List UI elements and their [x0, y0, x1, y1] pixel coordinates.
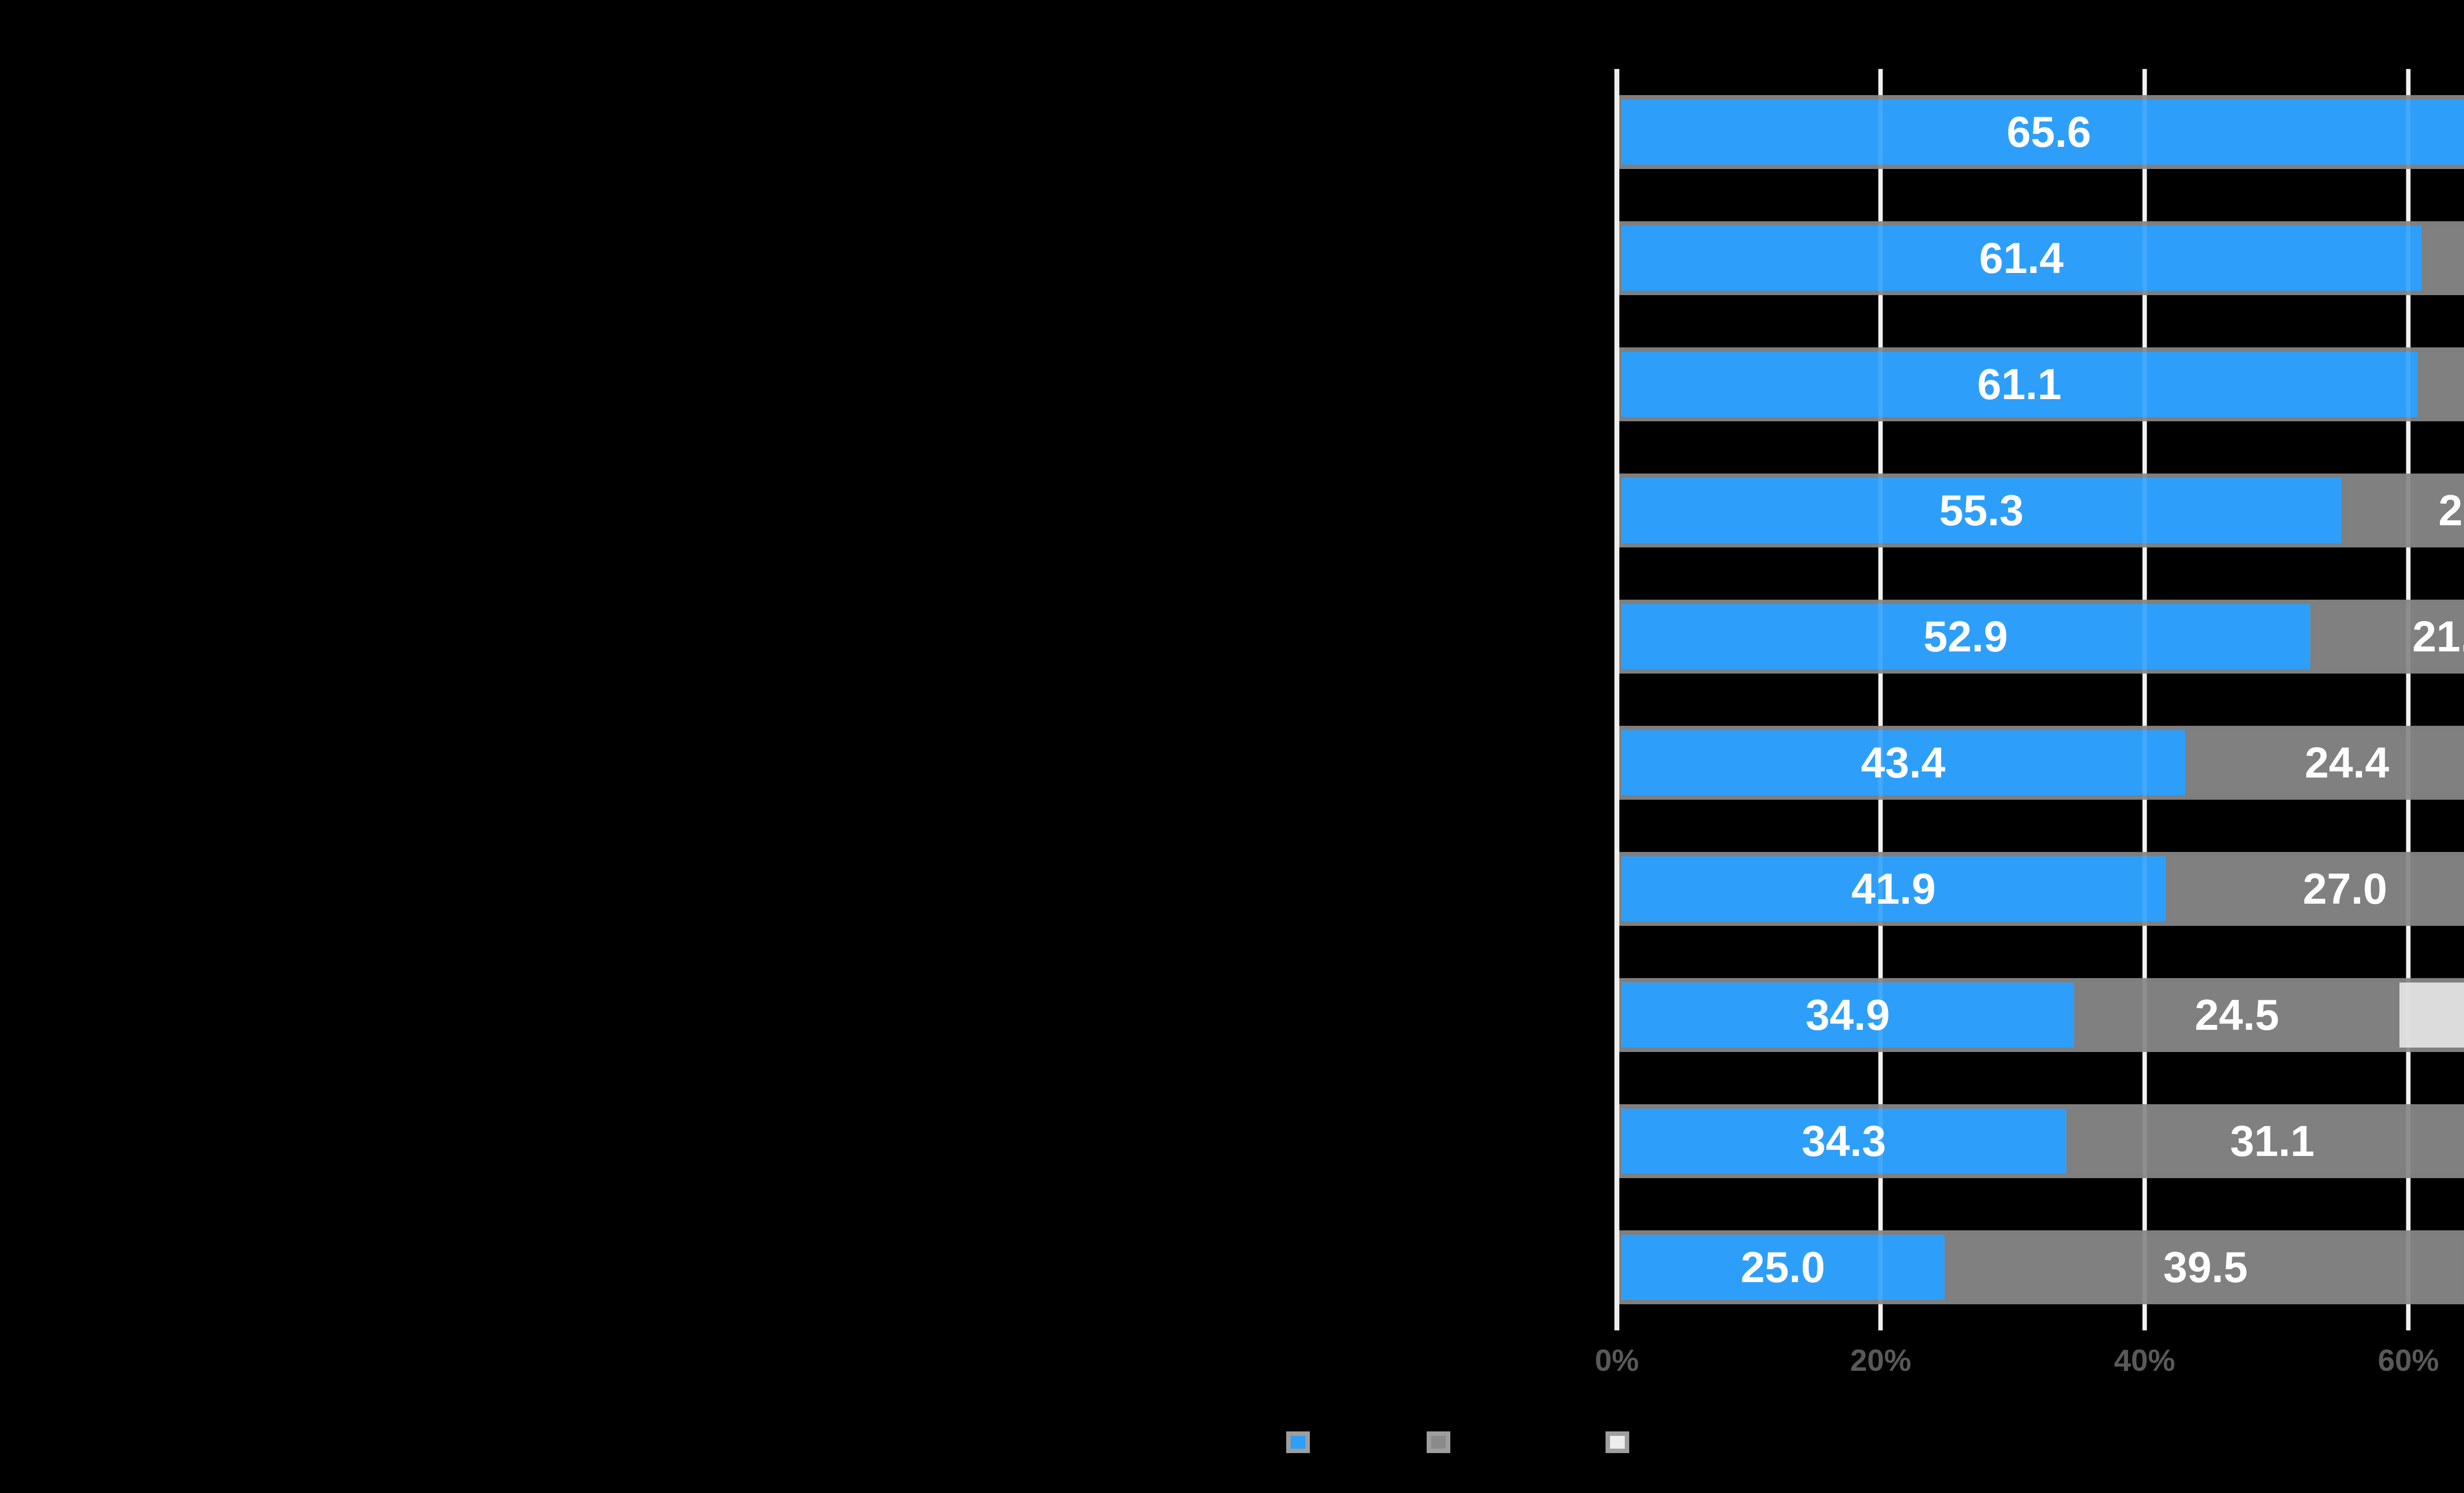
- bar-segment-1: 31.1: [2071, 1109, 2464, 1174]
- bar-segment-1: 12.9: [2426, 226, 2464, 291]
- bar-segment-0: 34.9: [1621, 983, 2079, 1048]
- stacked-bar: 61.412.925.7: [1617, 221, 2464, 295]
- stacked-bar: 52.921.725.4: [1617, 600, 2464, 674]
- value-label: 55.3: [1939, 486, 2024, 535]
- value-label: 41.9: [1851, 864, 1936, 913]
- x-axis-tick-label: 60%: [2378, 1344, 2439, 1378]
- bar-segment-0: 41.9: [1621, 856, 2171, 921]
- value-label: 31.1: [2230, 1117, 2315, 1165]
- bar-segment-0: 25.0: [1621, 1235, 1949, 1300]
- bar-segment-0: 34.3: [1621, 1109, 2071, 1174]
- bar-segment-0: 52.9: [1621, 604, 2315, 669]
- x-axis-tick-label: 40%: [2114, 1344, 2175, 1378]
- value-label: 61.1: [1977, 360, 2062, 408]
- stacked-bar: 55.320.923.8: [1617, 474, 2464, 547]
- value-label: 65.6: [2007, 107, 2091, 156]
- value-label: 52.9: [1923, 612, 2008, 661]
- bar-row: 55.320.923.8: [1617, 447, 2464, 574]
- bar-rows: 65.612.422.061.412.925.761.116.422.555.3…: [1617, 69, 2464, 1330]
- bar-segment-2: 40.6: [2399, 983, 2464, 1048]
- bar-row: 65.612.422.0: [1617, 69, 2464, 195]
- bar-row: 61.116.422.5: [1617, 321, 2464, 447]
- stacked-bar: 34.9 24.5 40.6: [1617, 978, 2464, 1052]
- bar-segment-1: 24.5: [2078, 983, 2400, 1048]
- gridline: [1878, 69, 1883, 1330]
- value-label: 20.9: [2438, 486, 2464, 535]
- y-axis-line: [1614, 69, 1619, 1330]
- value-label: 43.4: [1861, 738, 1946, 787]
- value-label: 61.4: [1979, 234, 2064, 282]
- bar-row: 61.412.925.7: [1617, 195, 2464, 321]
- value-label: 21.7: [2412, 612, 2464, 661]
- bar-segment-1: 20.9: [2346, 478, 2464, 543]
- bar-row: 34.331.134.6: [1617, 1078, 2464, 1204]
- bar-segment-1: 16.4: [2422, 352, 2464, 417]
- value-label: 25.0: [1741, 1243, 1825, 1291]
- bar-segment-1: 27.0: [2170, 856, 2464, 921]
- stacked-bar: 25.039.535.5: [1617, 1230, 2464, 1304]
- bar-segment-1: 21.7: [2314, 604, 2464, 669]
- bar-row: 34.9 24.5 40.6: [1617, 952, 2464, 1078]
- x-axis-tick-labels: 0%20%40%60%80%100%: [1595, 1343, 2464, 1383]
- bar-segment-0: 55.3: [1621, 478, 2346, 543]
- bar-segment-0: 61.1: [1621, 352, 2422, 417]
- value-label: 34.9: [1805, 990, 1890, 1039]
- gridlines-behind: [1617, 69, 2464, 1330]
- value-label: 27.0: [2302, 864, 2388, 913]
- stacked-bar: 34.331.134.6: [1617, 1104, 2464, 1178]
- bar-segment-0: 65.6: [1621, 100, 2464, 165]
- value-label: 39.5: [2163, 1243, 2248, 1291]
- legend-swatch-0: [1286, 1431, 1310, 1453]
- bar-row: 25.039.535.5: [1617, 1204, 2464, 1330]
- legend-swatch-1: [1427, 1431, 1450, 1453]
- stacked-bar: 41.927.031.1: [1617, 852, 2464, 926]
- stacked-bar: 65.612.422.0: [1617, 95, 2464, 169]
- bar-segment-1: 39.5: [1949, 1235, 2464, 1300]
- value-label: 34.3: [1801, 1117, 1886, 1165]
- x-axis-tick-label: 0%: [1595, 1344, 1639, 1378]
- gridline: [2406, 69, 2411, 1330]
- bar-row: 43.424.432.3: [1617, 700, 2464, 826]
- value-label: 24.5: [2194, 990, 2279, 1039]
- bar-segment-0: 43.4: [1621, 730, 2190, 795]
- bar-segment-1: 24.4: [2189, 730, 2464, 795]
- plot-area: 65.612.422.061.412.925.761.116.422.555.3…: [1614, 69, 2464, 1330]
- legend-swatch-2: [1606, 1431, 1629, 1453]
- bar-row: 41.927.031.1: [1617, 826, 2464, 952]
- bar-row: 52.921.725.4: [1617, 574, 2464, 700]
- x-axis-tick-label: 20%: [1850, 1344, 1912, 1378]
- stacked-bar: 43.424.432.3: [1617, 726, 2464, 800]
- stacked-bar: 61.116.422.5: [1617, 347, 2464, 421]
- value-label: 24.4: [2304, 738, 2390, 787]
- gridline: [2142, 69, 2147, 1330]
- bar-segment-0: 61.4: [1621, 226, 2426, 291]
